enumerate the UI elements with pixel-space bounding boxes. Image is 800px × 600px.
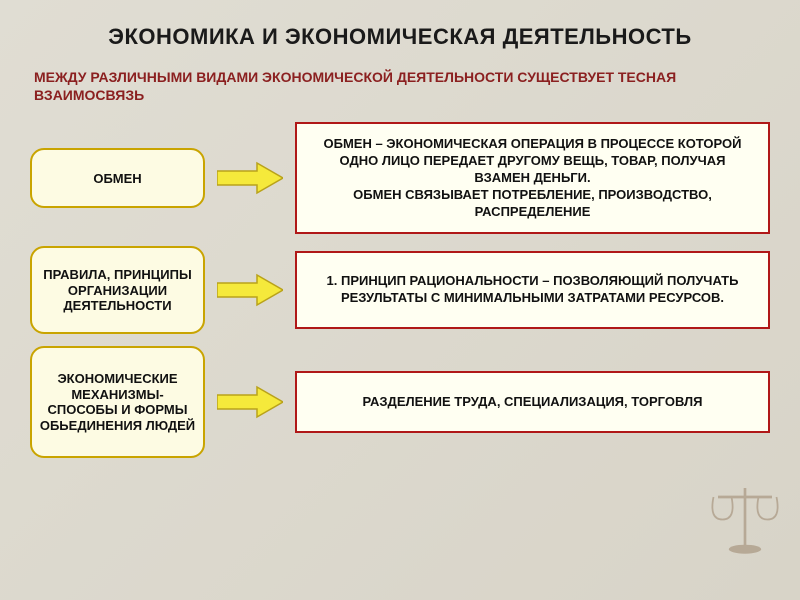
diagram-row: ПРАВИЛА, ПРИНЦИПЫ ОРГАНИЗАЦИИ ДЕЯТЕЛЬНОС… [30, 246, 770, 334]
definition-box-rationality: 1. ПРИНЦИП РАЦИОНАЛЬНОСТИ – ПОЗВОЛЯЮЩИЙ … [295, 251, 770, 329]
arrow-icon [215, 161, 285, 195]
slide-container: ЭКОНОМИКА И ЭКОНОМИЧЕСКАЯ ДЕЯТЕЛЬНОСТЬ М… [0, 0, 800, 600]
diagram-row: ОБМЕН ОБМЕН – ЭКОНОМИЧЕСКАЯ ОПЕРАЦИЯ В П… [30, 122, 770, 234]
concept-box-mechanisms: ЭКОНОМИЧЕСКИЕ МЕХАНИЗМЫ- СПОСОБЫ И ФОРМЫ… [30, 346, 205, 458]
concept-box-principles: ПРАВИЛА, ПРИНЦИПЫ ОРГАНИЗАЦИИ ДЕЯТЕЛЬНОС… [30, 246, 205, 334]
definition-box-division: РАЗДЕЛЕНИЕ ТРУДА, СПЕЦИАЛИЗАЦИЯ, ТОРГОВЛ… [295, 371, 770, 433]
slide-subtitle: МЕЖДУ РАЗЛИЧНЫМИ ВИДАМИ ЭКОНОМИЧЕСКОЙ ДЕ… [30, 68, 770, 104]
definition-box-exchange: ОБМЕН – ЭКОНОМИЧЕСКАЯ ОПЕРАЦИЯ В ПРОЦЕСС… [295, 122, 770, 234]
decorative-scales-icon [700, 470, 790, 560]
concept-box-exchange: ОБМЕН [30, 148, 205, 208]
arrow-icon [215, 385, 285, 419]
arrow-icon [215, 273, 285, 307]
diagram-rows: ОБМЕН ОБМЕН – ЭКОНОМИЧЕСКАЯ ОПЕРАЦИЯ В П… [30, 122, 770, 458]
diagram-row: ЭКОНОМИЧЕСКИЕ МЕХАНИЗМЫ- СПОСОБЫ И ФОРМЫ… [30, 346, 770, 458]
slide-title: ЭКОНОМИКА И ЭКОНОМИЧЕСКАЯ ДЕЯТЕЛЬНОСТЬ [30, 24, 770, 50]
